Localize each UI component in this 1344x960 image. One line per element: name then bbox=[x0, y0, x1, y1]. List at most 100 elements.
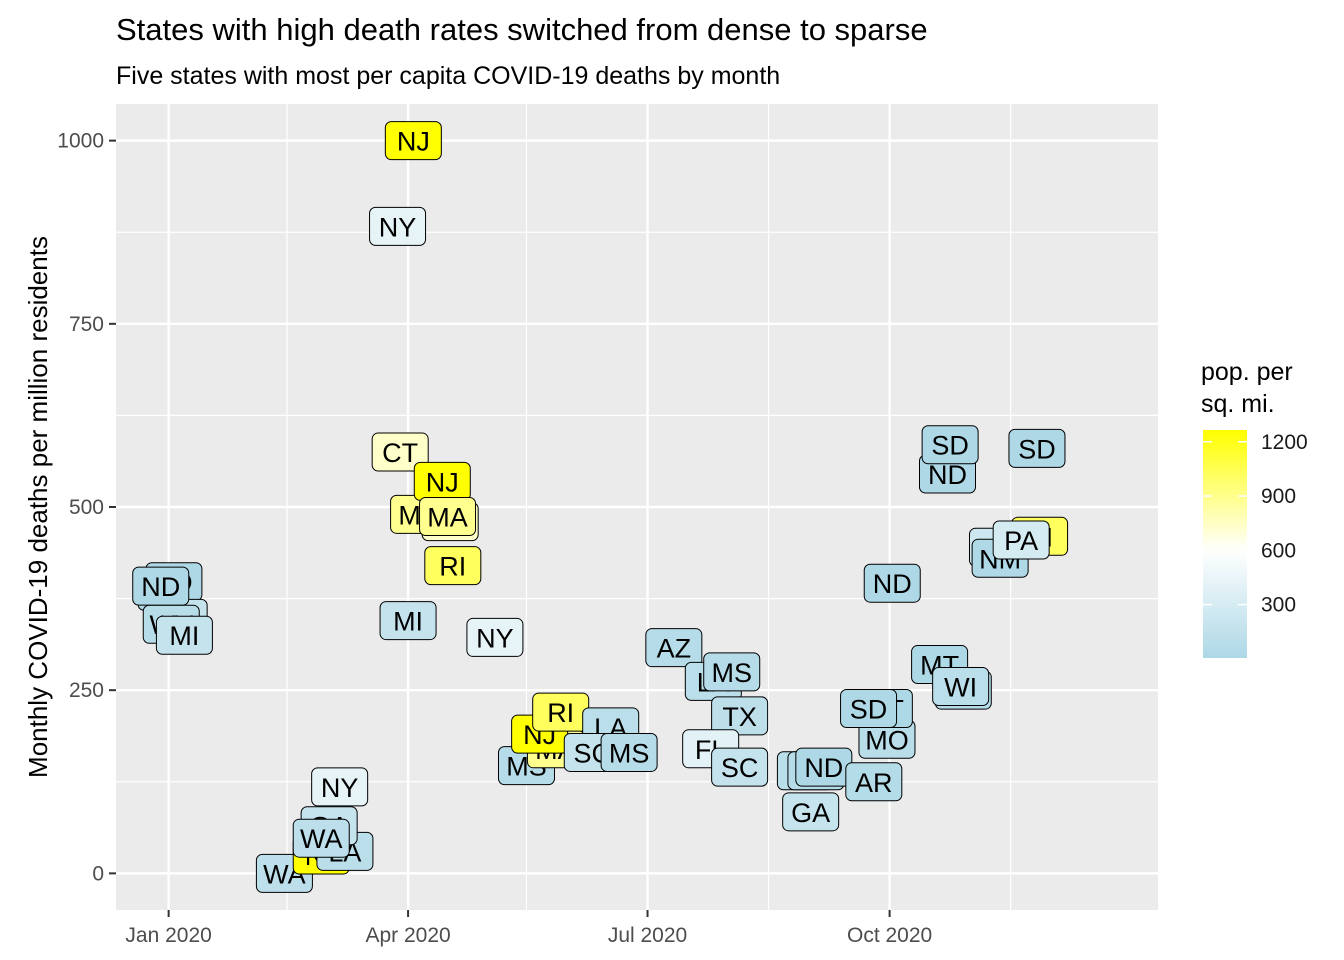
point-label-ny: NY bbox=[369, 206, 427, 246]
point-label-box bbox=[369, 206, 427, 246]
legend-tick-label: 1200 bbox=[1261, 431, 1308, 454]
point-label-wa: WA bbox=[292, 818, 350, 858]
point-label-text: SD bbox=[931, 431, 969, 461]
point-label-pa: PA bbox=[992, 520, 1050, 560]
point-label-box bbox=[379, 601, 437, 641]
axes: 0 250 500 750 1000 Jan 2020 Apr 2020 Jul 2020 Oc… bbox=[57, 130, 932, 947]
point-label-text: WI bbox=[944, 673, 977, 703]
point-label-nd: ND bbox=[795, 747, 853, 787]
point-label-nd: ND bbox=[132, 566, 190, 606]
point-label-box bbox=[155, 615, 213, 655]
point-label-box bbox=[645, 628, 703, 668]
y-tick-label: 0 bbox=[92, 862, 104, 885]
point-label-box bbox=[840, 689, 898, 728]
color-legend: pop. per sq. mi. 300 600 900 1200 bbox=[1201, 358, 1308, 658]
point-label-ri: RI bbox=[424, 546, 482, 586]
point-label-mi: MI bbox=[155, 615, 213, 655]
legend-title-line-2: sq. mi. bbox=[1201, 390, 1275, 418]
point-label-nd: ND bbox=[918, 454, 976, 494]
legend-tick-label: 900 bbox=[1261, 485, 1296, 508]
point-label-text: MS bbox=[609, 738, 650, 768]
point-label-box bbox=[424, 546, 482, 586]
point-label-mi: MI bbox=[379, 601, 437, 641]
point-label-box bbox=[703, 652, 761, 692]
point-label-box bbox=[992, 520, 1050, 560]
point-label-box bbox=[863, 563, 921, 603]
point-label-tx: TX bbox=[711, 696, 769, 736]
point-label-ms: MS bbox=[600, 732, 658, 772]
point-label-ar: AR bbox=[845, 762, 903, 802]
point-label-nj: NJ bbox=[384, 121, 442, 161]
y-axis-title: Monthly COVID-19 deaths per million resi… bbox=[23, 236, 53, 778]
point-label-text: ND bbox=[928, 460, 967, 490]
x-tick-label: Jan 2020 bbox=[125, 924, 211, 947]
point-label-text: SD bbox=[1018, 434, 1056, 464]
x-tick-label: Apr 2020 bbox=[365, 924, 450, 947]
point-label-sd: SD bbox=[921, 425, 979, 465]
point-label-ga: GA bbox=[782, 792, 840, 832]
point-label-box bbox=[419, 497, 477, 537]
point-label-text: AR bbox=[855, 768, 893, 798]
y-tick-label: 1000 bbox=[57, 130, 104, 153]
point-label-text: NJ bbox=[397, 127, 430, 157]
point-label-sd: SD bbox=[840, 689, 898, 728]
point-label-box bbox=[932, 667, 990, 707]
point-label-text: SD bbox=[850, 695, 888, 725]
point-label-nd: ND bbox=[863, 563, 921, 603]
point-label-text: ND bbox=[141, 572, 180, 602]
point-label-text: MI bbox=[169, 621, 199, 651]
point-label-box bbox=[711, 747, 769, 787]
point-label-text: ND bbox=[804, 753, 843, 783]
legend-title-line-1: pop. per bbox=[1201, 358, 1293, 386]
point-labels: NDSDMIWVMINDWANJLAGAWANYNYNJCTMANJCTMARI… bbox=[132, 121, 1069, 893]
point-label-text: AZ bbox=[657, 634, 692, 664]
point-label-box bbox=[782, 792, 840, 832]
chart-subtitle: Five states with most per capita COVID-1… bbox=[116, 62, 780, 90]
point-label-text: PA bbox=[1004, 526, 1038, 556]
point-label-wi: WI bbox=[932, 667, 990, 707]
point-label-text: SC bbox=[721, 753, 759, 783]
point-label-mo: MO bbox=[858, 719, 916, 759]
point-label-ms: MS bbox=[703, 652, 761, 692]
point-label-text: NJ bbox=[426, 467, 459, 497]
point-label-text: TX bbox=[722, 702, 757, 732]
point-label-box bbox=[466, 617, 524, 657]
point-label-box bbox=[921, 425, 979, 465]
y-tick-label: 500 bbox=[69, 496, 104, 519]
point-label-text: CT bbox=[382, 438, 418, 468]
point-label-text: RI bbox=[439, 552, 466, 582]
point-label-az: AZ bbox=[645, 628, 703, 668]
point-label-box bbox=[711, 696, 769, 736]
point-label-sd: SD bbox=[1008, 428, 1066, 468]
point-label-box bbox=[845, 762, 903, 802]
point-label-text: RI bbox=[547, 698, 574, 728]
point-label-text: GA bbox=[791, 798, 830, 828]
legend-tick-label: 300 bbox=[1261, 594, 1296, 617]
point-label-box bbox=[384, 121, 442, 161]
point-label-box bbox=[600, 732, 658, 772]
point-label-text: NY bbox=[321, 773, 359, 803]
legend-tick-label: 600 bbox=[1261, 539, 1296, 562]
point-label-text: ND bbox=[873, 569, 912, 599]
point-label-sc: SC bbox=[711, 747, 769, 787]
point-label-nj: NJ bbox=[413, 461, 471, 501]
point-label-ri: RI bbox=[532, 692, 590, 732]
chart-title: States with high death rates switched fr… bbox=[116, 12, 928, 47]
point-label-box bbox=[292, 818, 350, 858]
point-label-box bbox=[371, 432, 429, 472]
x-tick-label: Oct 2020 bbox=[847, 924, 932, 947]
point-label-text: MI bbox=[393, 607, 423, 637]
point-label-box bbox=[132, 566, 190, 606]
point-label-ny: NY bbox=[466, 617, 524, 657]
legend-colorbar bbox=[1203, 430, 1247, 658]
point-label-box bbox=[1008, 428, 1066, 468]
point-label-text: MO bbox=[865, 725, 909, 755]
point-label-text: WA bbox=[300, 824, 343, 854]
point-label-box bbox=[311, 767, 369, 807]
point-label-text: MA bbox=[427, 503, 468, 533]
point-label-ct: CT bbox=[371, 432, 429, 472]
y-tick-label: 250 bbox=[69, 679, 104, 702]
x-tick-label: Jul 2020 bbox=[608, 924, 687, 947]
point-label-text: NY bbox=[476, 623, 514, 653]
